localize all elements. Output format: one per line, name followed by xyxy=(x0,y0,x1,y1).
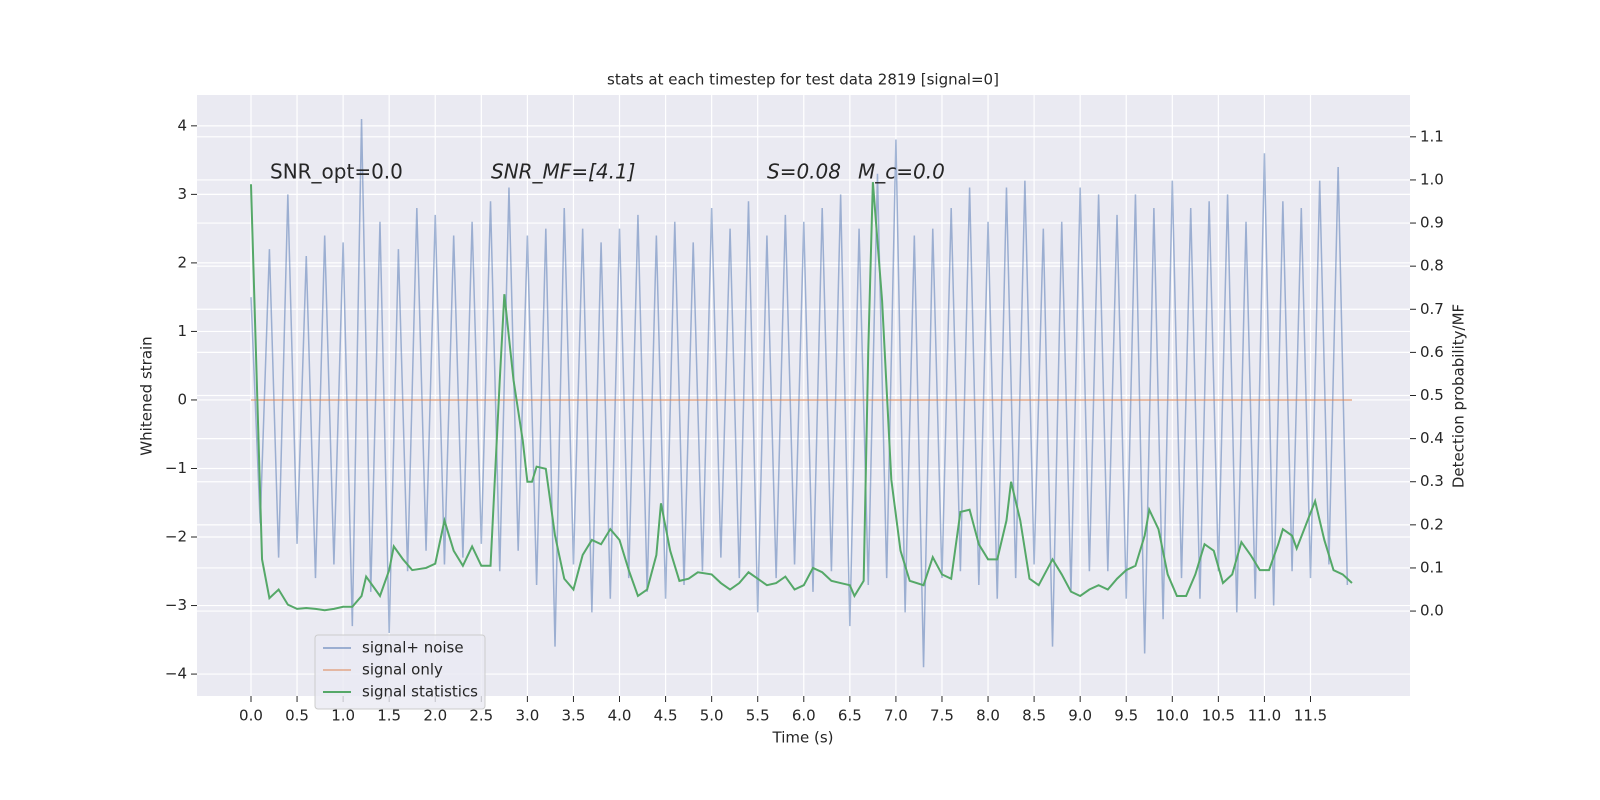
x-tick-label: 2.0 xyxy=(423,707,447,725)
y-tick-label: 4 xyxy=(177,116,187,134)
y-tick-label: 3 xyxy=(177,185,187,203)
y2-axis-label: Detection probability/MF xyxy=(1450,304,1468,488)
y2-tick-label: 0.9 xyxy=(1420,214,1444,232)
legend-label: signal+ noise xyxy=(362,639,464,657)
x-tick-label: 5.5 xyxy=(746,707,770,725)
y-tick-label: −1 xyxy=(165,459,187,477)
legend-box xyxy=(314,634,486,710)
x-tick-label: 4.0 xyxy=(608,707,632,725)
chart-title: stats at each timestep for test data 281… xyxy=(607,71,999,89)
x-tick-label: 10.0 xyxy=(1156,707,1189,725)
x-tick-label: 9.0 xyxy=(1068,707,1092,725)
series-line xyxy=(250,118,1349,668)
x-tick-label: 1.0 xyxy=(331,707,355,725)
y2-tick-label: 0.1 xyxy=(1420,558,1444,576)
x-tick-label: 7.5 xyxy=(930,707,954,725)
x-tick-label: 2.5 xyxy=(469,707,493,725)
x-tick-label: 3.0 xyxy=(515,707,539,725)
x-tick-label: 9.5 xyxy=(1114,707,1138,725)
annotation: SNR_MF=[4.1] xyxy=(491,160,635,184)
x-tick-label: 11.0 xyxy=(1248,707,1281,725)
y-tick-label: 0 xyxy=(177,390,187,408)
y2-tick-label: 0.2 xyxy=(1420,515,1444,533)
y-tick-label: 1 xyxy=(177,322,187,340)
legend-label: signal only xyxy=(362,661,443,679)
x-tick-label: 0.0 xyxy=(239,707,263,725)
annotation: SNR_opt=0.0 xyxy=(270,160,403,184)
legend-label: signal statistics xyxy=(362,683,478,701)
y2-tick-label: 1.0 xyxy=(1420,170,1444,188)
x-tick-label: 10.5 xyxy=(1202,707,1235,725)
y-tick-label: −4 xyxy=(165,665,187,683)
x-axis-label: Time (s) xyxy=(772,729,834,747)
annotation: S=0.08 xyxy=(767,160,841,184)
x-tick-label: 8.0 xyxy=(976,707,1000,725)
y-tick-label: −3 xyxy=(165,596,187,614)
x-tick-label: 4.5 xyxy=(654,707,678,725)
y2-tick-label: 0.4 xyxy=(1420,429,1444,447)
x-tick-label: 6.0 xyxy=(792,707,816,725)
x-tick-label: 5.0 xyxy=(700,707,724,725)
y2-tick-label: 0.8 xyxy=(1420,257,1444,275)
x-tick-label: 11.5 xyxy=(1294,707,1327,725)
x-tick-label: 6.5 xyxy=(838,707,862,725)
x-tick-label: 8.5 xyxy=(1022,707,1046,725)
y-tick-label: 2 xyxy=(177,253,187,271)
y2-tick-label: 0.3 xyxy=(1420,472,1444,490)
annotation: M_c=0.0 xyxy=(858,160,945,184)
series-line xyxy=(249,182,1353,612)
y-axis-label: Whitened strain xyxy=(138,336,156,455)
y2-tick-label: 0.6 xyxy=(1420,343,1444,361)
x-tick-label: 3.5 xyxy=(562,707,586,725)
y2-tick-label: 0.0 xyxy=(1420,602,1444,620)
y2-tick-label: 0.5 xyxy=(1420,386,1444,404)
y2-tick-label: 1.1 xyxy=(1420,127,1444,145)
x-tick-label: 0.5 xyxy=(285,707,309,725)
x-tick-label: 7.0 xyxy=(884,707,908,725)
x-tick-label: 1.5 xyxy=(377,707,401,725)
y2-tick-label: 0.7 xyxy=(1420,300,1444,318)
y-tick-label: −2 xyxy=(165,528,187,546)
